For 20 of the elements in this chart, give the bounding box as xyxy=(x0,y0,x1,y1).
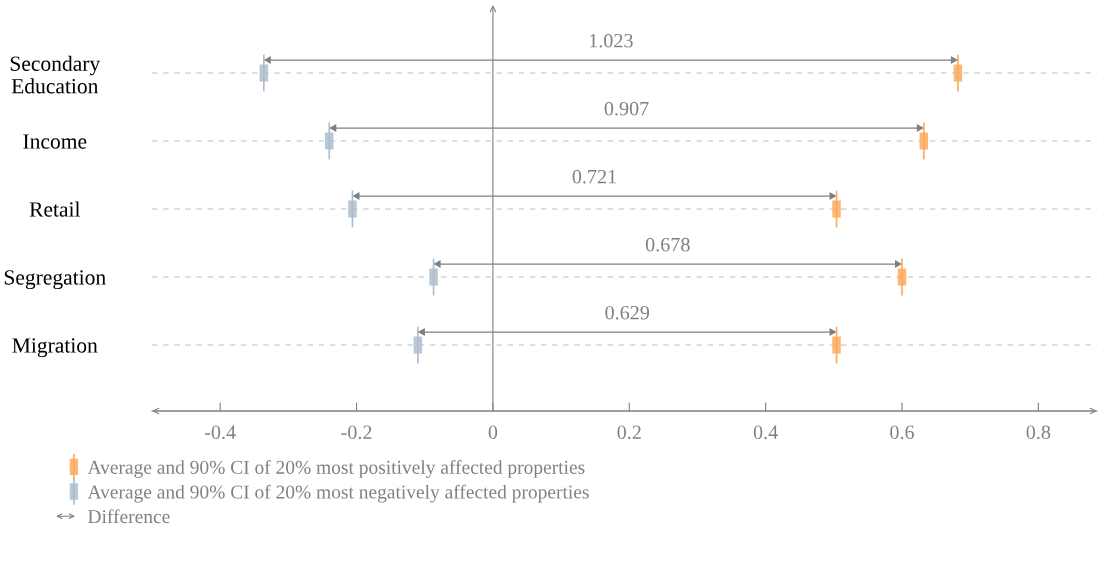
y-tick-label: Secondary Education xyxy=(10,55,101,94)
y-tick-label: Income xyxy=(23,134,87,149)
y-tick-label: Migration xyxy=(12,338,98,358)
x-tick-label: 0.2 xyxy=(617,425,641,440)
annotation: 0.629 xyxy=(605,305,650,320)
annotation: 0.907 xyxy=(604,101,649,116)
legend-label: Average and 90% CI of 20% most positively affected properties xyxy=(87,460,585,478)
y-tick-label: Segregation xyxy=(4,270,106,290)
x-tick-label: -0.4 xyxy=(204,425,236,440)
x-tick-label: 0.8 xyxy=(1026,425,1051,440)
annotation: 0.678 xyxy=(645,237,690,252)
x-tick-label: -0.2 xyxy=(341,425,372,440)
x-tick-label: 0.4 xyxy=(753,425,778,440)
text: Difference xyxy=(88,509,170,524)
annotation: 0.721 xyxy=(572,169,616,184)
annotation: 1.023 xyxy=(589,33,633,48)
x-tick-label: 0.6 xyxy=(890,425,914,440)
x-tick-label: 0 xyxy=(488,425,498,440)
legend-label: Average and 90% CI of 20% most negatively affected properties xyxy=(87,484,589,503)
y-tick-label: Retail xyxy=(29,201,81,217)
